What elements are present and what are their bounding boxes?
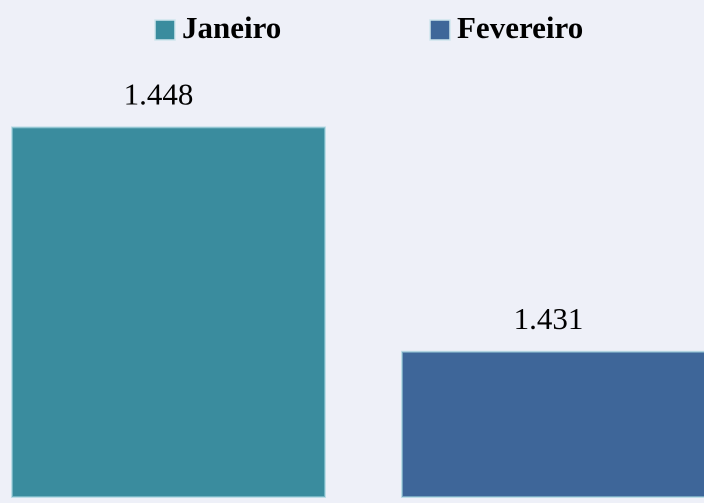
bar xyxy=(401,350,704,498)
legend-swatch xyxy=(154,19,176,41)
bar xyxy=(11,126,326,499)
data-label: 1.448 xyxy=(124,77,194,112)
legend-label: Janeiro xyxy=(182,10,281,45)
legend-swatch xyxy=(429,19,451,41)
data-label: 1.431 xyxy=(514,301,584,336)
legend-label: Fevereiro xyxy=(457,10,583,45)
